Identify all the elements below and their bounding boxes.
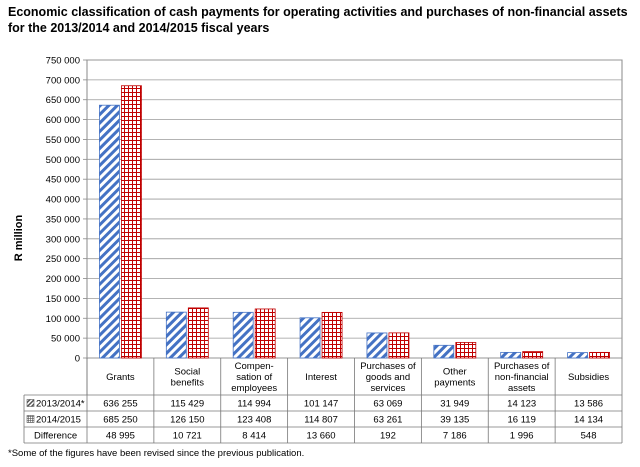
data-label: 14 134 [574, 415, 603, 426]
y-tick-label: 750 000 [46, 56, 80, 67]
data-label: 8 414 [242, 431, 266, 442]
y-tick-label: 550 000 [46, 135, 80, 146]
bar-series1 [99, 104, 120, 359]
data-label: 10 721 [173, 431, 202, 442]
bar-series2 [321, 311, 343, 359]
data-label: 636 255 [103, 399, 137, 410]
y-tick-label: 0 [75, 354, 80, 365]
bar-series1 [567, 352, 588, 359]
y-axis-label: R million [13, 215, 25, 262]
data-label: 14 123 [507, 399, 536, 410]
data-label: 31 949 [440, 399, 469, 410]
data-label: 192 [380, 431, 396, 442]
y-tick-label: 500 000 [46, 155, 80, 166]
legend-label: 2014/2015 [36, 415, 81, 426]
x-category-label: Subsidies [568, 372, 609, 383]
bar-series1 [299, 317, 321, 359]
bar-series1 [165, 311, 187, 359]
y-tick-label: 400 000 [46, 195, 80, 206]
x-category-label: Compen-sation of employees [231, 361, 277, 394]
y-tick-label: 250 000 [46, 254, 80, 265]
bar-series2 [522, 351, 544, 359]
footnote: *Some of the figures have been revised s… [8, 448, 305, 459]
y-tick-label: 450 000 [46, 175, 80, 186]
x-category-label: Purchases of non-financial assets [494, 361, 550, 394]
bar-series1 [433, 344, 455, 359]
bar-series1 [500, 351, 522, 359]
data-label: 548 [581, 431, 597, 442]
data-label: 685 250 [103, 415, 137, 426]
data-label: 114 994 [237, 399, 271, 410]
data-label: 63 261 [373, 415, 402, 426]
bar-series1 [232, 311, 254, 359]
y-tick-label: 350 000 [46, 214, 80, 225]
data-label: 115 429 [170, 399, 204, 410]
bar-series1 [366, 332, 388, 359]
legend-key [26, 415, 35, 423]
x-category-label: Grants [106, 372, 135, 383]
row-label: Difference [34, 431, 77, 442]
data-label: 1 996 [510, 431, 534, 442]
x-category-label: Interest [305, 372, 337, 383]
data-label: 63 069 [373, 399, 402, 410]
y-tick-label: 650 000 [46, 95, 80, 106]
data-label: 123 408 [237, 415, 271, 426]
chart-title: Economic classification of cash payments… [8, 5, 628, 35]
data-label: 13 586 [574, 399, 603, 410]
data-label: 126 150 [170, 415, 204, 426]
legend-label: 2013/2014* [36, 399, 85, 410]
bar-series2 [388, 332, 410, 359]
bar-series2 [589, 351, 610, 359]
x-category-label: Purchases of goods and services [360, 361, 416, 394]
bar-series2 [187, 307, 209, 359]
bar-series2 [121, 85, 142, 359]
data-label: 101 147 [304, 399, 338, 410]
x-category-label: Other payments [434, 367, 475, 389]
y-tick-label: 50 000 [51, 334, 80, 345]
y-tick-label: 600 000 [46, 115, 80, 126]
data-label: 48 995 [106, 431, 135, 442]
bar-series2 [455, 342, 477, 359]
data-label: 13 660 [307, 431, 336, 442]
bar-series2 [254, 308, 276, 359]
y-tick-label: 300 000 [46, 234, 80, 245]
legend-key [26, 399, 35, 407]
data-label: 39 135 [440, 415, 469, 426]
x-category-label: Social benefits [171, 367, 205, 389]
y-tick-label: 150 000 [46, 294, 80, 305]
data-label: 7 186 [443, 431, 467, 442]
y-tick-label: 200 000 [46, 274, 80, 285]
y-tick-label: 700 000 [46, 75, 80, 86]
data-label: 114 807 [304, 415, 338, 426]
y-tick-label: 100 000 [46, 314, 80, 325]
data-label: 16 119 [508, 415, 536, 426]
